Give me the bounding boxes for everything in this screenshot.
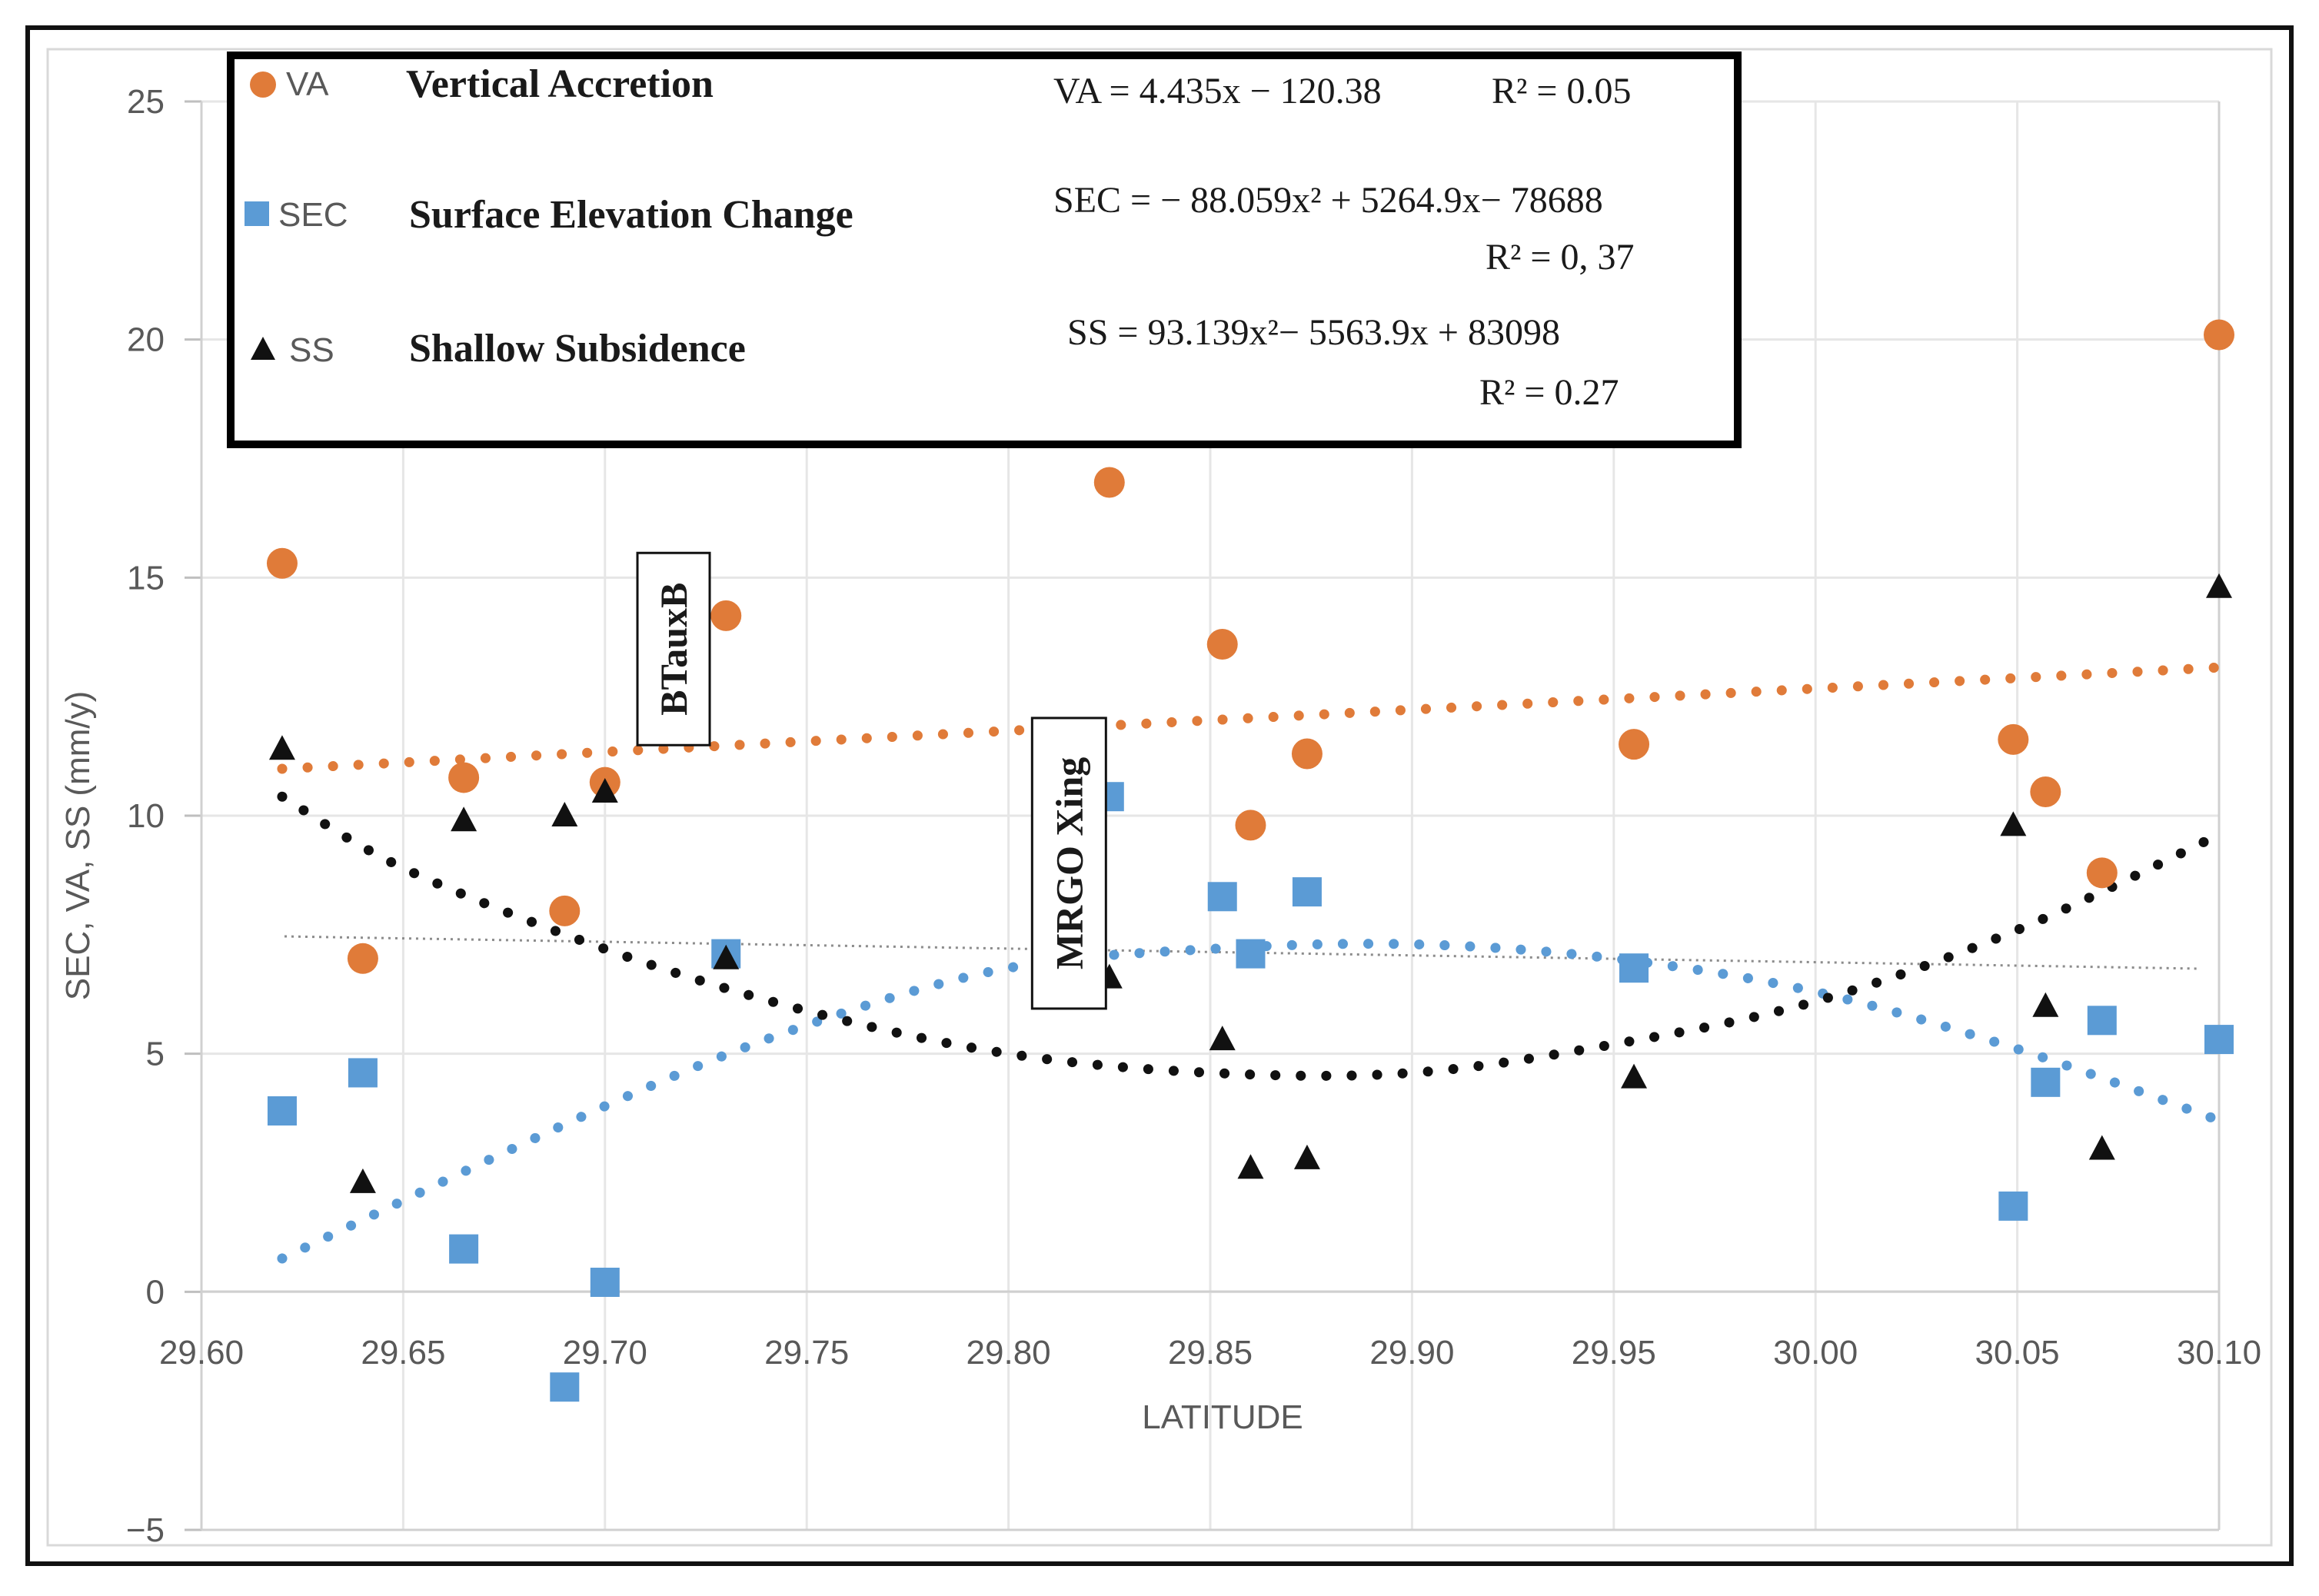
data-point-va — [1998, 723, 2029, 755]
data-point-sec — [267, 1096, 297, 1126]
data-point-ss — [1621, 1063, 1648, 1089]
data-points — [266, 319, 2234, 1402]
y-tick-label: −5 — [126, 1511, 165, 1549]
data-point-sec — [2087, 1006, 2117, 1036]
data-point-sec — [2031, 1067, 2061, 1097]
legend-ss-r2: R² = 0.27 — [1479, 372, 1619, 413]
x-tick-label: 29.95 — [1572, 1334, 1656, 1372]
data-point-va — [710, 600, 742, 631]
data-point-ss — [451, 806, 477, 832]
legend-sec-abbr: SEC — [278, 196, 348, 234]
annotation-box — [1030, 717, 1107, 1010]
trendline-ss — [277, 791, 2224, 1081]
data-point-ss — [2032, 992, 2059, 1017]
y-axis-title: SEC, VA, SS (mm/y) — [59, 691, 97, 1001]
data-point-sec — [590, 1267, 620, 1297]
legend-ss-name: Shallow Subsidence — [409, 327, 746, 371]
data-point-sec — [1998, 1191, 2028, 1221]
legend-ss-marker — [251, 337, 275, 360]
data-point-sec — [1236, 939, 1266, 969]
x-tick-label: 29.85 — [1168, 1334, 1253, 1372]
data-point-ss — [1209, 1026, 1236, 1051]
data-point-ss — [349, 1168, 376, 1193]
x-tick-label: 29.75 — [764, 1334, 849, 1372]
data-point-va — [2204, 319, 2234, 351]
data-point-ss — [2206, 573, 2232, 598]
data-point-ss — [551, 802, 578, 826]
data-point-sec — [449, 1234, 479, 1264]
legend-va-abbr: VA — [286, 65, 329, 103]
data-point-sec — [1292, 877, 1322, 907]
data-point-ss — [713, 944, 740, 969]
data-point-ss — [1293, 1144, 1320, 1169]
legend-sec-equation: SEC = − 88.059x² + 5264.9x− 78688 — [1053, 180, 1603, 221]
trendline-va — [277, 662, 2224, 774]
x-tick-label: 29.65 — [361, 1334, 445, 1372]
data-point-ss — [591, 778, 618, 803]
data-point-sec — [1207, 882, 1237, 912]
legend-va-equation: VA = 4.435x − 120.38 — [1053, 71, 1382, 111]
x-tick-label: 30.10 — [2177, 1334, 2261, 1372]
annotation-label: MRGO Xing — [1047, 757, 1090, 969]
legend-va-r2: R² = 0.05 — [1492, 71, 1631, 111]
x-tick-label: 30.05 — [1975, 1334, 2060, 1372]
x-tick-label: 29.90 — [1369, 1334, 1454, 1372]
data-point-va — [448, 762, 480, 793]
data-point-sec — [2204, 1025, 2234, 1055]
y-tick-label: 20 — [127, 321, 165, 359]
data-point-va — [266, 547, 298, 579]
legend-sec-name: Surface Elevation Change — [409, 193, 853, 237]
data-point-ss — [1237, 1154, 1264, 1179]
data-point-va — [2030, 776, 2061, 808]
legend-ss-abbr: SS — [289, 331, 334, 369]
y-tick-label: 5 — [146, 1036, 165, 1073]
reference-dotted-line — [284, 935, 2200, 970]
x-tick-label: 29.80 — [967, 1334, 1051, 1372]
y-tick-label: 15 — [127, 559, 165, 597]
legend-va-marker — [250, 71, 276, 98]
x-tick-label: 30.00 — [1773, 1334, 1858, 1372]
legend-ss-equation: SS = 93.139x²− 5563.9x + 83098 — [1067, 312, 1560, 353]
data-point-va — [1291, 738, 1323, 770]
inner-frame — [46, 48, 2273, 1547]
data-point-va — [549, 895, 581, 926]
y-tick-label: 10 — [127, 797, 165, 835]
y-tick-label: 25 — [127, 83, 165, 121]
data-point-va — [1206, 629, 1238, 660]
trendlines — [277, 662, 2224, 1264]
data-point-va — [1235, 810, 1266, 841]
annotation-label: BTauxB — [652, 583, 695, 716]
data-point-sec — [348, 1058, 378, 1088]
y-tick-label: 0 — [146, 1273, 165, 1311]
data-point-sec — [550, 1372, 580, 1402]
legend-sec-r2: R² = 0, 37 — [1486, 237, 1634, 278]
y-tick-labels: 25 20 15 10 5 0 −5 — [126, 83, 165, 1549]
data-point-va — [1093, 467, 1125, 498]
data-point-va — [1619, 729, 1650, 760]
legend-frame — [227, 52, 1742, 448]
legend-sec-marker — [245, 201, 269, 226]
x-axis-title: LATITUDE — [1142, 1398, 1303, 1436]
data-point-sec — [1619, 953, 1649, 983]
data-point-ss — [2000, 811, 2027, 836]
data-point-ss — [2088, 1135, 2115, 1160]
data-point-va — [2086, 857, 2118, 889]
data-point-ss — [268, 735, 295, 760]
legend-va-name: Vertical Accretion — [406, 62, 714, 106]
annotations: BTauxB MRGO Xing — [636, 551, 1107, 1010]
x-tick-labels: 29.60 29.65 29.70 29.75 29.80 29.85 29.90 29.95… — [159, 1334, 2261, 1372]
x-tick-label: 29.70 — [563, 1334, 647, 1372]
annotation-box — [636, 551, 711, 746]
x-tick-label: 29.60 — [159, 1334, 244, 1372]
data-point-va — [347, 943, 378, 974]
legend-box: VA Vertical Accretion VA = 4.435x − 120.… — [227, 52, 1742, 448]
